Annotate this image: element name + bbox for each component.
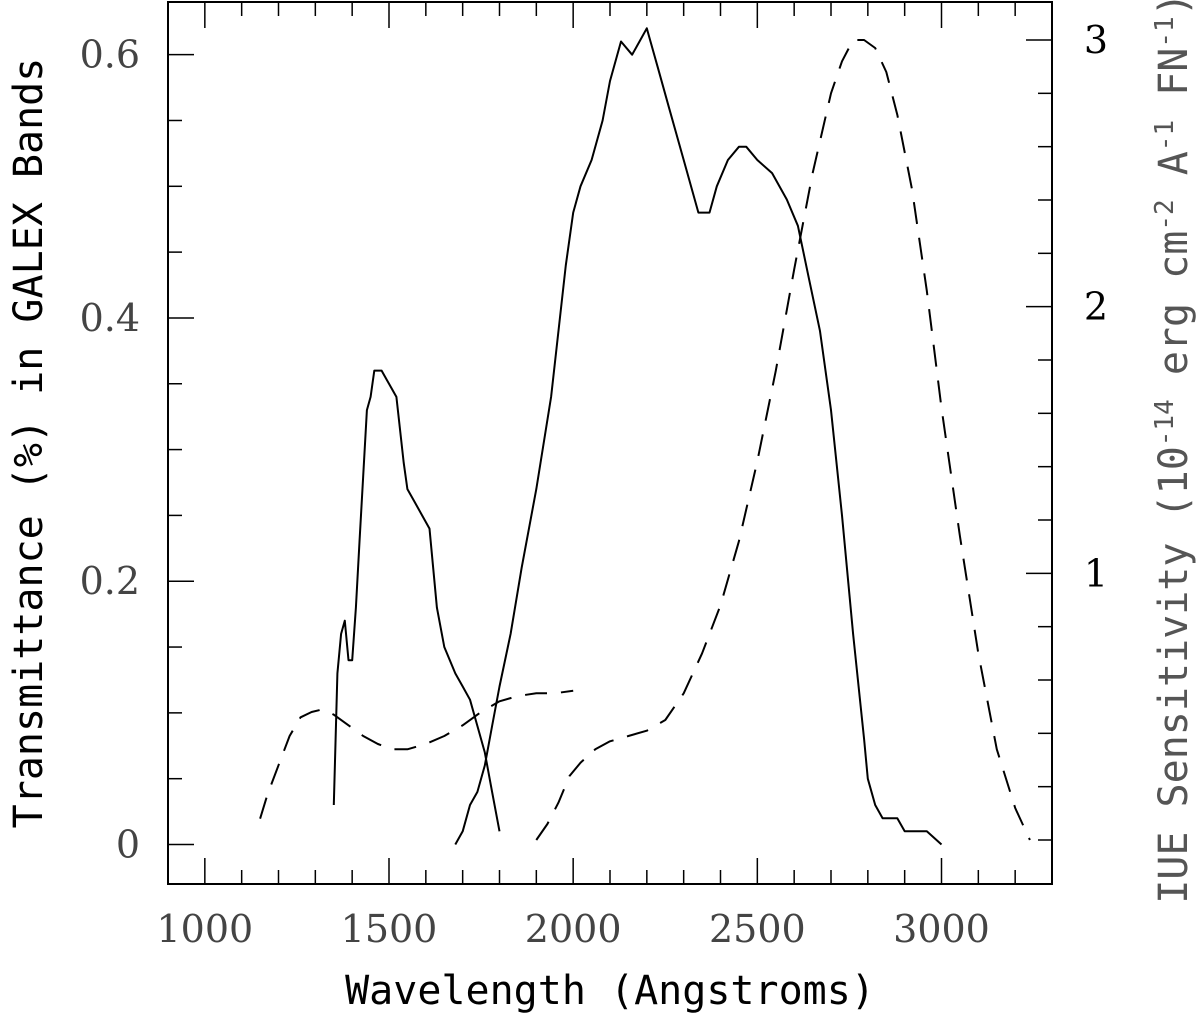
series-line-2 [454,27,943,846]
x-axis-title: Wavelength (Angstroms) [345,968,875,1014]
x-tick-label: 1000 [156,907,253,951]
y-right-title-part4: FN [1151,48,1197,120]
x-tick-label: 1500 [341,907,438,951]
y-right-title-exp3: -1 [1150,120,1180,151]
y-left-tick-label: 0.2 [80,559,140,603]
x-tick-label: 2000 [525,907,622,951]
series-layer [259,27,1031,846]
axis-ticks [168,2,1052,884]
series-line-4 [535,39,1031,841]
y-right-title-exp1: -14 [1150,399,1180,446]
y-right-title-part3: A [1151,151,1197,199]
y-axis-right-title: IUE Sensitivity (10-14 erg cm-2 A-1 FN-1… [1150,0,1197,904]
tick-labels: 1000 1500 2000 2500 3000 0 0.2 0.4 0.6 1 2 3 [80,18,1109,951]
y-right-tick-label: 3 [1084,18,1108,62]
y-right-title-part5: ) [1151,0,1197,16]
y-axis-left-title: Transmittance (%) in GALEX Bands [6,58,52,829]
y-left-tick-label: 0.4 [80,296,140,340]
y-right-title-part1: IUE Sensitivity (10 [1151,446,1197,904]
y-right-title-part2: erg cm [1151,231,1197,400]
y-right-title-exp2: -2 [1150,199,1180,230]
series-line-1 [332,369,501,832]
y-right-title-exp4: -1 [1150,16,1180,47]
series-line-3 [259,689,574,819]
x-tick-label: 2500 [709,907,806,951]
x-tick-label: 3000 [893,907,990,951]
y-right-tick-label: 1 [1084,551,1108,595]
y-left-tick-label: 0 [116,823,140,867]
plot-frame [167,1,1053,885]
y-left-tick-label: 0.6 [80,33,140,77]
y-right-tick-label: 2 [1084,285,1108,329]
